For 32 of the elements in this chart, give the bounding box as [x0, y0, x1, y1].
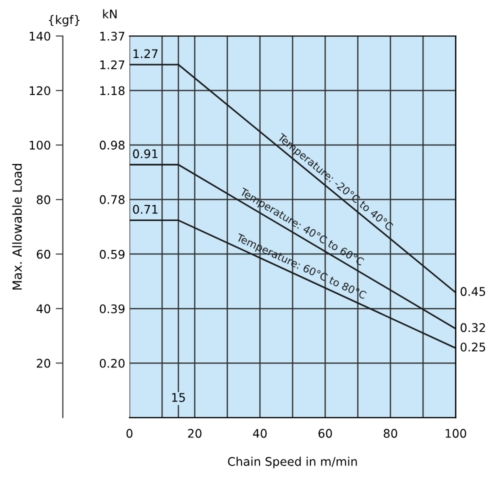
x-tick-label: 60 [318, 428, 332, 438]
y-tick-label: 20 [36, 358, 50, 368]
y2-tick-label: 1.27 [100, 60, 124, 70]
y2-tick-label: 0.20 [100, 358, 125, 368]
data-label: 0.32 [460, 323, 485, 332]
data-label: 0.91 [133, 149, 158, 158]
x-tick-label: 0 [126, 428, 132, 438]
x-tick-label: 40 [253, 428, 267, 438]
x-axis-title: Chain Speed in m/min [228, 456, 357, 468]
y-tick-label: 100 [30, 140, 50, 150]
y2-tick-label: 0.59 [100, 250, 124, 259]
text: {kgf} [48, 15, 80, 26]
annotation: 15 [172, 393, 185, 402]
data-label: 0.45 [460, 287, 486, 296]
y2-tick-label: 1.18 [100, 86, 125, 96]
data-label: 0.25 [460, 342, 486, 352]
y2-tick-label: 0.78 [100, 195, 125, 204]
y2-tick-label: 0.39 [100, 304, 124, 314]
y-tick-label: 80 [36, 195, 50, 204]
data-label: 0.71 [133, 204, 158, 214]
x-tick-label: 20 [188, 428, 202, 438]
y-tick-label: 140 [30, 32, 50, 41]
y-tick-label: 40 [36, 304, 50, 314]
y-axis-title: Max. Allowable Load [12, 164, 22, 290]
y-tick-label: 120 [30, 86, 50, 96]
x-tick-label: 100 [446, 428, 466, 438]
data-label: 1.27 [134, 49, 158, 58]
y2-tick-label: 0.98 [100, 140, 125, 150]
x-tick-label: 80 [384, 428, 398, 438]
y2-tick-label: 1.37 [100, 32, 124, 41]
y-tick-label: 60 [36, 250, 50, 259]
y2-axis-title: kN [103, 9, 117, 18]
